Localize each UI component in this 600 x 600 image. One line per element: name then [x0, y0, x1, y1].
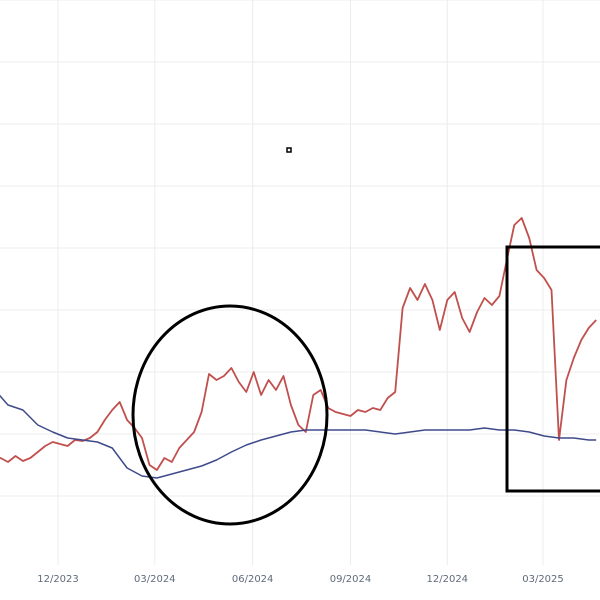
x-tick-label: 12/2023 [37, 574, 79, 585]
x-tick-label: 09/2024 [330, 574, 372, 585]
grid [0, 0, 600, 565]
series-layer [0, 217, 597, 479]
x-tick-label: 03/2025 [522, 574, 564, 585]
x-tick-label: 03/2024 [134, 574, 176, 585]
x-tick-label: 12/2024 [427, 574, 469, 585]
series-line-1 [0, 217, 597, 471]
x-tick-label: 06/2024 [232, 574, 274, 585]
annotation-marker [286, 147, 292, 153]
x-axis-ticks: 12/2023 03/2024 06/2024 09/2024 12/2024 03/20… [37, 574, 564, 585]
annotation-rectangle [505, 245, 600, 493]
annotation-ellipse [131, 304, 329, 526]
series-line-2 [0, 394, 597, 479]
annotation-layer [131, 147, 600, 526]
